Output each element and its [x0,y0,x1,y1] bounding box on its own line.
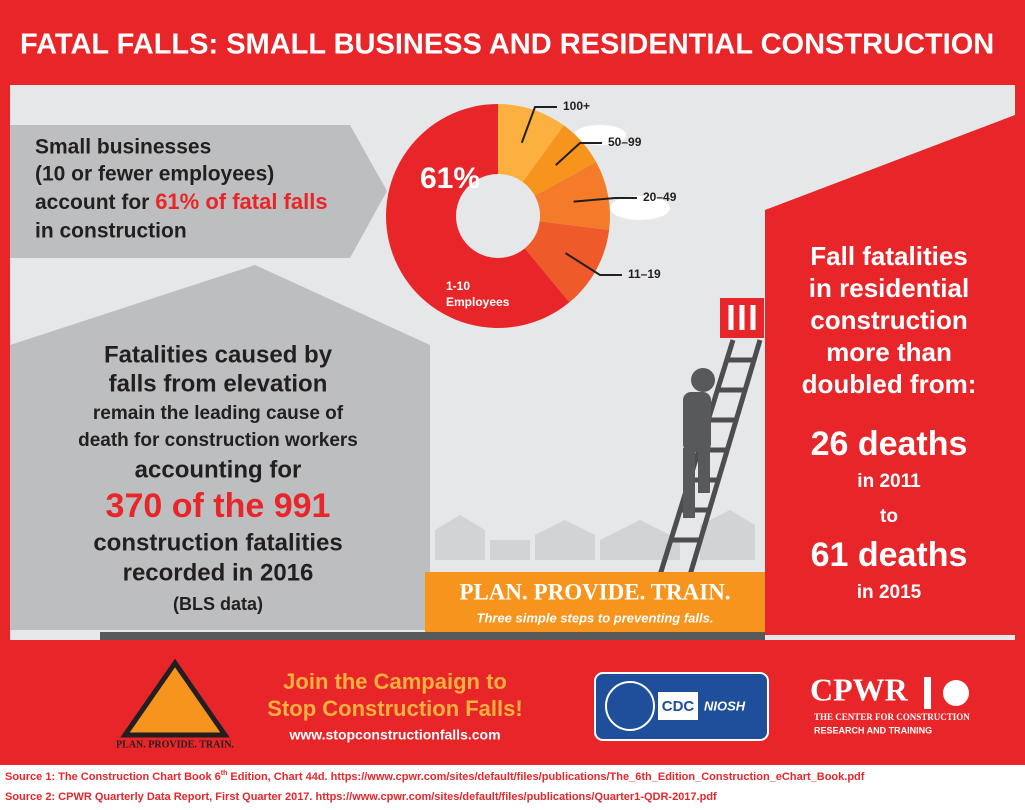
donut-slice [524,221,610,303]
text: 61 deaths [811,536,968,574]
donut-slice [386,104,570,328]
source-sup: th [221,770,228,777]
text: in 2015 [857,582,922,603]
title: FATAL FALLS: SMALL BUSINESS AND RESIDENT… [20,29,994,61]
donut-chart: 100+ 50–99 20–49 11–19 1-10 Employees 61% [386,99,677,328]
warning-logo [120,658,230,738]
text: construction fatalities [93,529,342,556]
cdc-box [658,692,698,720]
text: account for 61% of fatal falls [35,189,328,214]
leader-line [555,142,602,166]
cloud [574,125,626,145]
cpwr-mark [943,680,969,706]
slice-label: 20–49 [643,190,677,204]
banner-subtitle: Three simple steps to preventing falls. [477,610,714,625]
slice-label: 50–99 [608,135,642,149]
text: construction [810,305,967,335]
text: in residential [809,273,969,303]
residential-text: Fall fatalities in residential construct… [802,241,977,603]
text: remain the leading cause of [93,403,344,424]
banner-title: PLAN. PROVIDE. TRAIN. [459,579,730,604]
text: to [880,506,898,527]
arrow-shape [10,125,387,258]
banner [425,572,765,632]
text: (10 or fewer employees) [35,163,274,186]
floor [100,632,765,640]
text: falls from elevation [109,370,328,397]
value-label: 61% [420,162,480,195]
text: Small businesses [35,136,211,159]
text: Fall fatalities [810,241,968,271]
slice-label: 11–19 [628,267,661,281]
highlight: 61% of fatal falls [155,189,327,214]
text: death for construction workers [78,430,358,451]
text: Fatalities caused by [104,341,333,368]
source: Source 1: The Construction Chart Book 6t… [5,770,865,783]
source: Source 2: CPWR Quarterly Data Report, Fi… [5,791,717,803]
text: recorded in 2016 [123,559,314,586]
cpwr-mark [924,677,931,709]
campaign-heading: Join the Campaign to [283,669,507,694]
campaign-url: www.stopconstructionfalls.com [288,727,500,743]
house-shape [10,265,430,630]
cpwr-sub: RESEARCH AND TRAINING [814,725,932,735]
logo-caption: PLAN. PROVIDE. TRAIN. [116,739,234,750]
donut-slice [534,162,610,231]
leader-line [573,197,637,203]
text: doubled from: [802,369,977,399]
campaign-heading: Stop Construction Falls! [267,696,522,721]
text: in 2011 [857,471,921,492]
text: (BLS data) [173,594,263,614]
window-bars [728,305,756,330]
worker [683,368,715,518]
source-text: Edition, Chart 44d. https://www.cpwr.com… [227,771,864,783]
houses [435,510,755,560]
slice-label-box: 1-10 Employees [446,279,510,309]
text: accounting for [135,456,302,483]
source-text: Source 1: The Construction Chart Book 6 [5,771,221,783]
leader-line [520,106,557,144]
elevation-text: Fatalities caused by falls from elevatio… [78,341,358,613]
text: 26 deaths [811,425,968,463]
text: account for [35,191,149,214]
hhs-seal [605,681,655,731]
text: more than [826,337,952,367]
red-house [765,115,1015,635]
slice-label: 100+ [563,99,590,113]
text: in construction [35,220,187,243]
cloud [610,196,670,220]
highlight: 370 of the 991 [106,487,331,525]
slice-label: 1-10 Employees [446,279,510,309]
cpwr-sub: THE CENTER FOR CONSTRUCTION [814,712,970,722]
donut-slice [498,104,564,183]
niosh-text: NIOSH [704,698,746,713]
leader-line [564,252,622,276]
cpwr-text: CPWR [810,671,909,707]
cdc-text: CDC [662,698,695,715]
